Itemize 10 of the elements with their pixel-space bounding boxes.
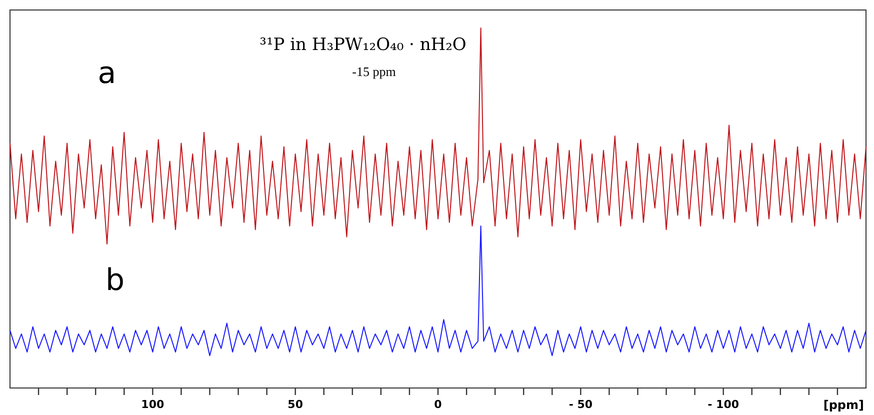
- x-axis-title: [ppm]: [823, 398, 864, 412]
- annotation: a: [98, 56, 116, 91]
- annotation: b: [105, 263, 125, 298]
- annotation: -15 ppm: [352, 64, 396, 79]
- x-tick-label: - 50: [568, 398, 593, 411]
- x-tick-label: 50: [288, 398, 304, 411]
- x-tick-label: 0: [434, 398, 442, 411]
- chart-title: ³¹P in H₃PW₁₂O₄₀ · nH₂O: [260, 35, 466, 55]
- x-tick-label: 100: [141, 398, 164, 411]
- x-tick-label: - 100: [708, 398, 740, 411]
